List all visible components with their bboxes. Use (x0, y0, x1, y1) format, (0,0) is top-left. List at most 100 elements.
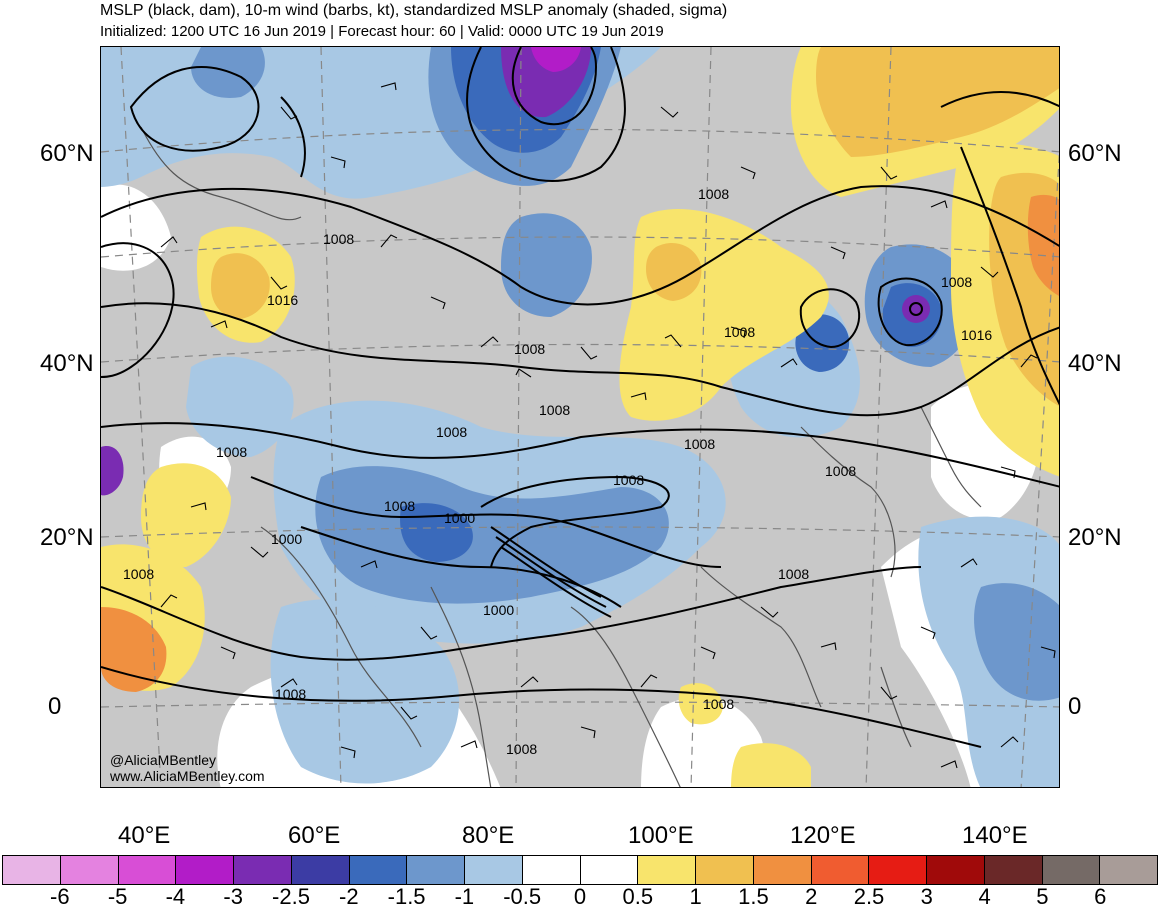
anomaly-purple-west (101, 446, 124, 496)
colorbar-tick-label: -5 (107, 884, 128, 909)
colorbar-swatch (1042, 856, 1101, 884)
colorbar-swatch (753, 856, 812, 884)
wind-barbs (160, 82, 1056, 769)
map-panel: 1008 1016 1008 1008 1008 1008 1016 1008 … (100, 46, 1060, 788)
colorbar-swatch (927, 856, 985, 884)
isobar-label: 1008 (275, 686, 306, 702)
colorbar-tick-label: 1 (689, 884, 702, 909)
isobar-label: 1000 (271, 531, 302, 547)
colorbar-swatch (118, 856, 177, 884)
credit-text: @AliciaMBentley www.AliciaMBentley.com (110, 752, 265, 784)
colorbar (2, 855, 1158, 885)
colorbar-swatch (522, 856, 581, 884)
colorbar-tick-label: 2.5 (853, 884, 885, 909)
lon-label: 140°E (962, 822, 1028, 849)
colorbar-tick-label: -0.5 (503, 884, 542, 909)
anomaly-purple-korea-low (902, 295, 930, 323)
isobar-label: 1016 (961, 327, 992, 343)
coastlines (140, 126, 982, 787)
isobar-label: 1008 (323, 231, 354, 247)
isobar-label: 1008 (436, 424, 467, 440)
isobar-label: 1008 (506, 741, 537, 757)
lon-label: 100°E (628, 822, 694, 849)
isobar-label: 1008 (825, 463, 856, 479)
colorbar-swatch (638, 856, 696, 884)
isobar-label: 1016 (267, 292, 298, 308)
lon-label: 120°E (790, 822, 856, 849)
anomaly-yellow-south (731, 743, 811, 787)
lat-label-right: 0 (1068, 693, 1082, 720)
colorbar-tick-label: -6 (50, 884, 70, 909)
lat-label-left: 60°N (40, 140, 94, 167)
colorbar-swatch (176, 856, 234, 884)
lon-label: 60°E (288, 822, 341, 849)
anomaly-lightblue-sw (270, 599, 460, 784)
colorbar-swatch (696, 856, 754, 884)
colorbar-swatch (984, 856, 1043, 884)
colorbar-swatch (1100, 856, 1157, 884)
anomaly-yellow-arabia (141, 463, 231, 567)
isobar-label: 1008 (613, 472, 644, 488)
anomaly-blue-central (315, 466, 669, 604)
colorbar-swatch (811, 856, 870, 884)
colorbar-tick-label: -1 (454, 884, 475, 909)
colorbar-swatch (465, 856, 523, 884)
colorbar-swatch (60, 856, 119, 884)
colorbar-tick-label: 3 (920, 884, 933, 909)
anomaly-orange-northeast (816, 47, 1059, 157)
lat-label-right: 20°N (1068, 524, 1122, 551)
colorbar-tick-label: 2 (805, 884, 818, 909)
isobar-label: 1008 (539, 402, 570, 418)
isobar-label: 1008 (123, 566, 154, 582)
colorbar-tick-label: -3 (223, 884, 243, 909)
isobar-label: 1008 (703, 696, 734, 712)
anomaly-darkblue-nkorea (795, 314, 850, 372)
isobar-label: 1008 (684, 436, 715, 452)
colorbar-swatch (291, 856, 350, 884)
isobars (101, 47, 1059, 748)
lat-label-right: 40°N (1068, 350, 1122, 377)
colorbar-tick-label: 4 (978, 884, 991, 909)
anomaly-darkblue-tibet (400, 503, 473, 562)
colorbar-tick-label: -2 (339, 884, 359, 909)
map-title: MSLP (black, dam), 10-m wind (barbs, kt)… (100, 2, 728, 19)
isobar-label: 1000 (483, 602, 514, 618)
colorbar-tick-label: 5 (1036, 884, 1049, 909)
anomaly-orange-mongolia (646, 243, 702, 301)
graticule (101, 47, 1059, 787)
colorbar-swatch (349, 856, 408, 884)
isobar-label: 1008 (698, 186, 729, 202)
isobar-label: 1008 (216, 444, 247, 460)
lat-label-left: 20°N (40, 524, 94, 551)
colorbar-tick-label: -2.5 (272, 884, 310, 909)
lat-label-left: 0 (48, 693, 62, 720)
lon-label: 80°E (462, 822, 515, 849)
credit-website: www.AliciaMBentley.com (110, 768, 265, 784)
anomaly-magenta-core (531, 47, 581, 72)
nw-white (101, 184, 171, 271)
isobar-label: 1008 (514, 341, 545, 357)
weather-map: 1008 1016 1008 1008 1008 1008 1016 1008 … (101, 47, 1059, 787)
credit-handle: @AliciaMBentley (110, 752, 217, 768)
colorbar-swatch (3, 856, 61, 884)
lat-label-right: 60°N (1068, 140, 1122, 167)
colorbar-tick-label: 0.5 (622, 884, 654, 909)
colorbar-swatch (234, 856, 292, 884)
lon-label: 40°E (118, 822, 171, 849)
isobar-label: 1008 (724, 324, 755, 340)
colorbar-tick-label: 1.5 (738, 884, 769, 909)
anomaly-orange-urals (211, 253, 270, 319)
isobar-label: 1008 (941, 274, 972, 290)
anomaly-blue-pacific (974, 583, 1059, 701)
isobar-label: 1000 (444, 510, 475, 526)
colorbar-tick-label: -1.5 (387, 884, 426, 909)
colorbar-tick-label: -4 (165, 884, 186, 909)
colorbar-tick-label: 6 (1094, 884, 1107, 909)
anomaly-orange-pacific-core (1027, 194, 1059, 296)
colorbar-tick-label: 0 (573, 884, 587, 909)
map-subtitle: Initialized: 1200 UTC 16 Jun 2019 | Fore… (100, 23, 664, 40)
isobar-label: 1008 (384, 498, 415, 514)
isobar-labels: 1008 1016 1008 1008 1008 1008 1016 1008 … (123, 186, 992, 757)
colorbar-swatch (407, 856, 465, 884)
colorbar-swatch (580, 856, 639, 884)
